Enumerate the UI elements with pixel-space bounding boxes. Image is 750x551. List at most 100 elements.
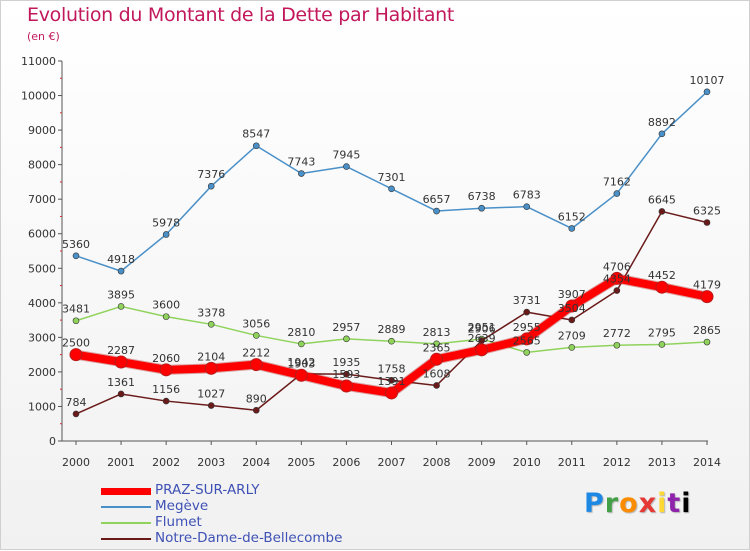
data-label: 7162: [603, 176, 631, 189]
data-point: [613, 190, 621, 197]
x-tick-label: 2014: [693, 456, 721, 469]
data-label: 3895: [107, 288, 135, 301]
data-point: [385, 386, 398, 400]
data-label: 7301: [378, 171, 406, 184]
data-label: 1593: [332, 368, 360, 381]
data-point: [430, 352, 444, 366]
data-point: [339, 379, 353, 393]
logo-letter: t: [667, 488, 682, 519]
data-point: [294, 368, 308, 382]
x-tick-label: 2012: [603, 456, 631, 469]
legend-swatch: [101, 487, 151, 495]
logo-letter: i: [681, 488, 692, 519]
data-point: [72, 410, 80, 418]
data-point: [249, 358, 263, 372]
data-point: [523, 203, 531, 210]
data-label: 2813: [423, 326, 451, 339]
data-point: [388, 337, 395, 345]
data-point: [388, 185, 395, 193]
x-tick-label: 2000: [62, 456, 90, 469]
data-label: 3481: [62, 303, 90, 316]
data-label: 7743: [287, 156, 315, 169]
y-tick-label: 5000: [28, 262, 56, 275]
x-tick-label: 2011: [558, 456, 586, 469]
data-point: [298, 170, 305, 177]
data-point: [703, 219, 711, 226]
data-label: 6783: [513, 189, 541, 202]
data-label: 3504: [558, 302, 586, 315]
logo-letter: P: [584, 488, 605, 519]
data-point: [343, 370, 350, 378]
y-tick-label: 8000: [28, 159, 56, 172]
y-tick-label: 1000: [28, 400, 56, 413]
data-label: 1608: [423, 367, 451, 380]
data-label: 2565: [513, 334, 541, 347]
data-label: 2060: [152, 352, 180, 365]
data-point: [433, 207, 440, 215]
data-label: 8547: [242, 128, 270, 141]
data-point: [568, 316, 576, 324]
data-label: 6325: [693, 205, 721, 218]
data-point: [207, 182, 215, 190]
y-tick-label: 9000: [28, 124, 56, 137]
x-tick-label: 2013: [648, 456, 676, 469]
x-tick-label: 2005: [287, 456, 315, 469]
data-point: [162, 313, 170, 320]
logo-letter: x: [638, 488, 658, 519]
data-label: 2287: [107, 344, 135, 357]
data-point: [433, 340, 440, 348]
data-label: 1935: [332, 356, 360, 369]
data-label: 3731: [513, 294, 541, 307]
data-label: 2365: [423, 341, 451, 354]
data-label: 8892: [648, 116, 676, 129]
x-tick-label: 2004: [242, 456, 270, 469]
data-point: [114, 355, 128, 369]
data-point: [343, 163, 350, 170]
data-label: 6152: [558, 210, 586, 223]
legend-label: PRAZ-SUR-ARLY: [155, 482, 260, 498]
x-tick-label: 2010: [513, 456, 541, 469]
y-tick-label: 0: [49, 435, 56, 448]
data-label: 2906: [468, 323, 496, 336]
data-point: [703, 338, 711, 346]
data-point: [343, 335, 350, 343]
logo-letter: i: [657, 488, 668, 519]
data-point: [658, 208, 666, 215]
data-label: 1027: [197, 388, 225, 401]
data-label: 2955: [513, 321, 541, 334]
data-point: [433, 382, 440, 389]
data-label: 2865: [693, 324, 721, 337]
data-point: [478, 204, 485, 212]
data-label: 7945: [332, 149, 360, 162]
data-point: [117, 303, 125, 310]
data-point: [568, 344, 576, 351]
legend-swatch: [101, 506, 151, 508]
data-label: 5978: [152, 216, 180, 229]
data-point: [207, 402, 215, 409]
x-tick-label: 2007: [378, 456, 406, 469]
y-tick-label: 10000: [21, 90, 56, 103]
data-point: [72, 317, 80, 325]
data-label: 6738: [468, 190, 496, 203]
y-tick-label: 3000: [28, 331, 56, 344]
x-tick-label: 2003: [197, 456, 225, 469]
data-point: [159, 363, 173, 377]
data-label: 2810: [287, 326, 315, 339]
data-label: 6657: [423, 193, 451, 206]
data-label: 4354: [603, 273, 631, 286]
logo-letter: r: [604, 488, 620, 519]
legend-label: Megève: [155, 498, 209, 514]
legend-swatch: [101, 538, 151, 540]
data-label: 890: [246, 392, 267, 405]
data-point: [69, 348, 83, 362]
data-point: [204, 361, 218, 375]
data-point: [523, 349, 531, 356]
data-point: [613, 341, 621, 349]
data-label: 4918: [107, 253, 135, 266]
data-point: [207, 321, 215, 328]
data-point: [703, 88, 711, 96]
data-point: [162, 397, 170, 405]
data-point: [658, 341, 666, 348]
